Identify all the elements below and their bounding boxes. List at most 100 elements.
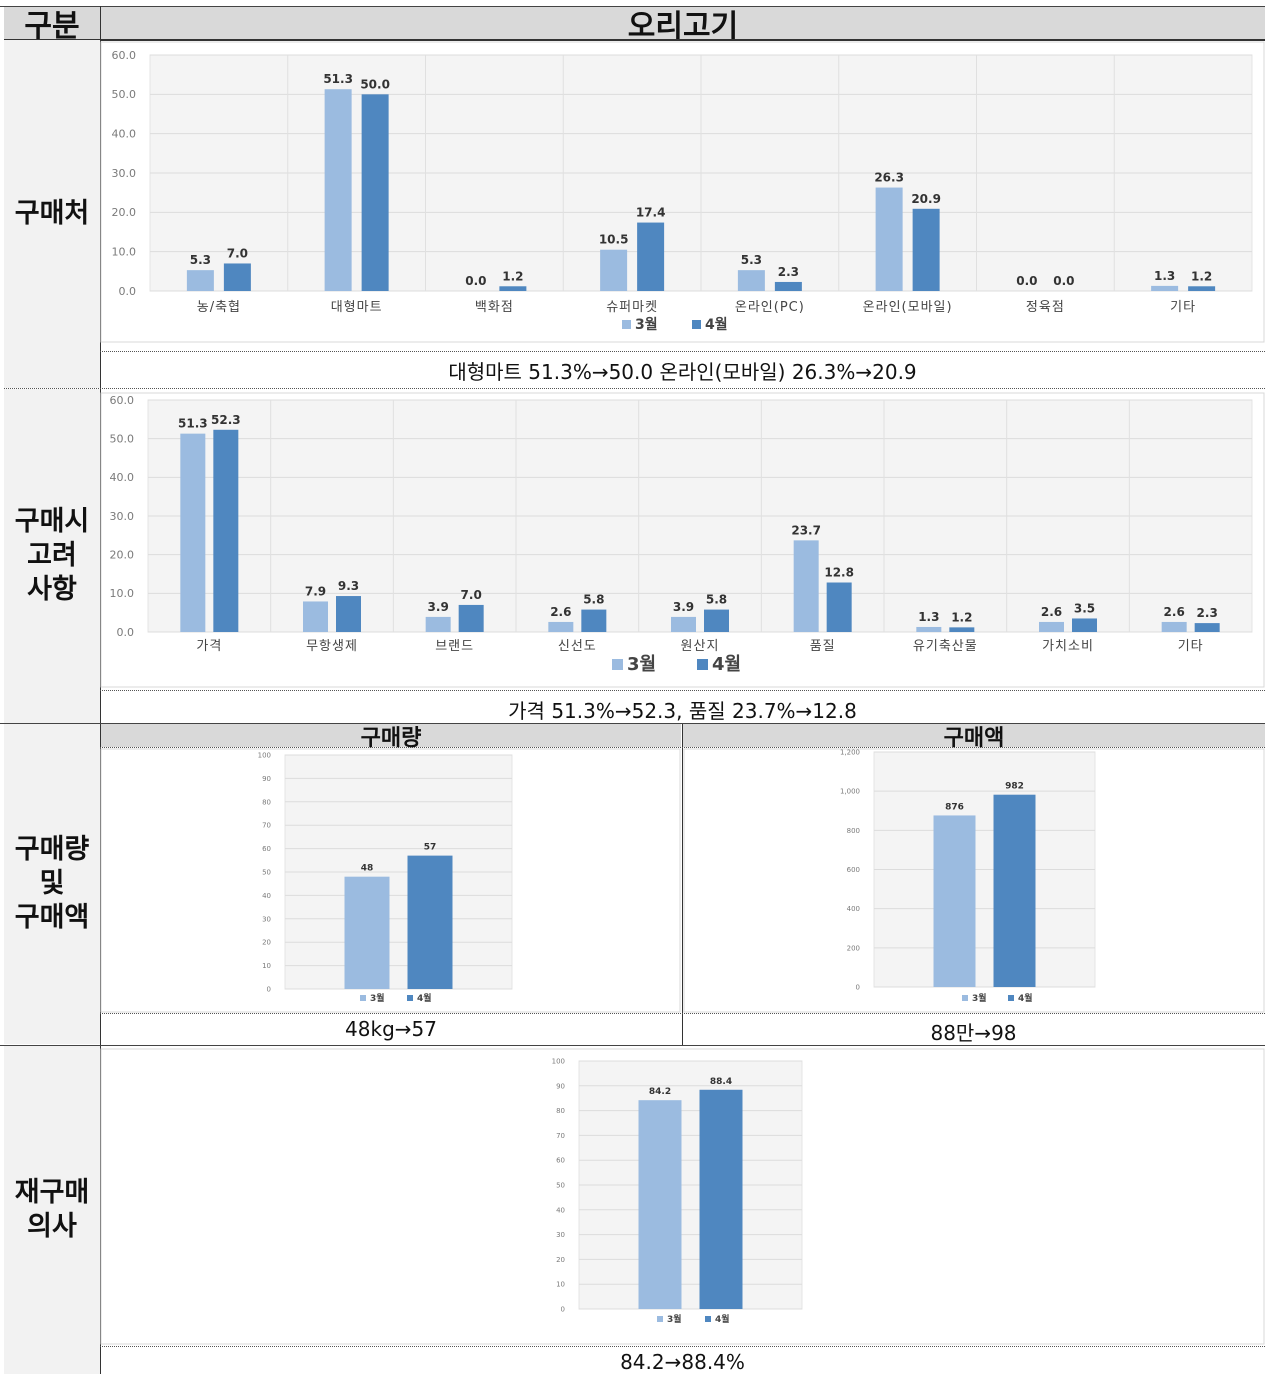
bar-march — [875, 187, 903, 291]
row-divider — [0, 723, 1265, 724]
y-tick-label: 800 — [847, 827, 860, 835]
legend-swatch — [407, 995, 413, 1001]
y-tick-label: 80 — [556, 1107, 565, 1115]
y-tick-label: 20 — [556, 1256, 565, 1264]
bar-april — [1194, 623, 1220, 632]
bar-march — [1039, 621, 1064, 632]
bar-march — [1151, 285, 1179, 291]
purchase-place-summary: 대형마트 51.3%→50.0 온라인(모바일) 26.3%→20.9 — [448, 360, 917, 384]
bar-april — [499, 286, 527, 291]
y-tick-label: 0.0 — [117, 626, 135, 639]
bar-april — [704, 609, 729, 632]
data-label: 12.8 — [824, 566, 854, 580]
data-label: 2.6 — [550, 605, 571, 619]
data-label: 5.3 — [190, 253, 211, 267]
repurchase-summary: 84.2→88.4% — [620, 1350, 745, 1374]
bar-april — [458, 604, 484, 632]
legend-swatch — [705, 1316, 711, 1322]
bar-april — [223, 263, 251, 291]
data-label: 1.3 — [918, 610, 939, 624]
bar-march — [180, 433, 206, 632]
data-label: 2.6 — [1164, 605, 1185, 619]
data-label: 10.5 — [599, 233, 629, 247]
data-label: 5.8 — [583, 593, 604, 607]
legend-label: 4월 — [715, 1313, 730, 1325]
bar-march — [671, 616, 696, 632]
category-label: 농/축협 — [197, 300, 241, 315]
category-label: 브랜드 — [435, 639, 474, 654]
bar-march — [548, 621, 574, 632]
y-tick-label: 30.0 — [112, 167, 137, 180]
y-tick-label: 200 — [847, 944, 860, 952]
summary-divider — [100, 1013, 1265, 1014]
y-tick-label: 0 — [856, 983, 860, 991]
bar-april — [774, 281, 802, 291]
bar-april — [581, 609, 607, 632]
bar-march — [186, 270, 214, 291]
category-label: 백화점 — [475, 300, 514, 315]
bar-march — [425, 616, 451, 632]
bar-april — [213, 429, 239, 632]
data-label: 3.9 — [673, 600, 694, 614]
data-label: 1.2 — [951, 610, 972, 624]
bar-april — [1188, 286, 1216, 291]
bar-april — [912, 208, 940, 291]
category-label: 무항생제 — [306, 639, 358, 654]
bar-april — [993, 794, 1036, 987]
y-tick-label: 10 — [262, 962, 271, 970]
bar-march — [324, 89, 352, 291]
y-tick-label: 10 — [556, 1281, 565, 1289]
data-label: 51.3 — [323, 72, 353, 86]
data-label: 51.3 — [178, 417, 208, 431]
bar-march — [344, 876, 390, 989]
row-divider — [0, 1045, 1265, 1046]
category-label: 대형마트 — [331, 300, 383, 315]
y-tick-label: 1,200 — [840, 748, 860, 756]
subheader-divider — [100, 747, 1265, 748]
bar-april — [949, 627, 975, 632]
y-tick-label: 70 — [262, 822, 271, 830]
row-label-purchase-place: 구매처 — [4, 40, 100, 388]
data-label: 3.9 — [428, 600, 449, 614]
y-tick-label: 90 — [262, 775, 271, 783]
data-label: 5.8 — [706, 593, 727, 607]
category-label: 온라인(PC) — [735, 300, 805, 315]
legend-swatch — [697, 659, 708, 670]
legend-swatch — [657, 1316, 663, 1322]
data-label: 1.2 — [502, 269, 523, 283]
volume-summary: 48kg→57 — [345, 1017, 437, 1041]
category-label: 품질 — [810, 639, 836, 654]
summary-divider — [100, 351, 1265, 352]
category-label: 정육점 — [1026, 300, 1065, 315]
legend-swatch — [622, 320, 631, 329]
data-label: 84.2 — [649, 1087, 671, 1097]
data-label: 50.0 — [360, 77, 390, 91]
bar-april — [336, 596, 361, 632]
data-label: 26.3 — [874, 171, 904, 185]
legend-swatch — [962, 995, 968, 1001]
legend-label: 3월 — [635, 316, 658, 333]
y-tick-label: 60 — [262, 845, 271, 853]
category-label: 신선도 — [558, 639, 597, 654]
y-tick-label: 0 — [267, 985, 271, 993]
data-label: 0.0 — [1016, 274, 1037, 288]
data-label: 7.9 — [305, 584, 326, 598]
legend-label: 4월 — [705, 316, 728, 333]
y-tick-label: 60.0 — [112, 49, 137, 62]
row-label-considerations: 구매시 고려 사항 — [4, 389, 100, 723]
category-label: 가치소비 — [1042, 639, 1094, 654]
category-label: 원산지 — [681, 639, 720, 654]
bar-march — [916, 626, 942, 632]
data-label: 52.3 — [211, 413, 241, 427]
legend-label: 3월 — [370, 992, 385, 1004]
category-label: 유기축산물 — [913, 639, 978, 654]
data-label: 48 — [361, 864, 374, 874]
data-label: 876 — [945, 802, 964, 812]
data-label: 20.9 — [911, 192, 941, 206]
bar-march — [737, 270, 765, 291]
summary-divider — [100, 1346, 1265, 1347]
bar-march — [1161, 621, 1187, 632]
data-label: 0.0 — [465, 274, 486, 288]
y-tick-label: 0 — [561, 1305, 565, 1313]
